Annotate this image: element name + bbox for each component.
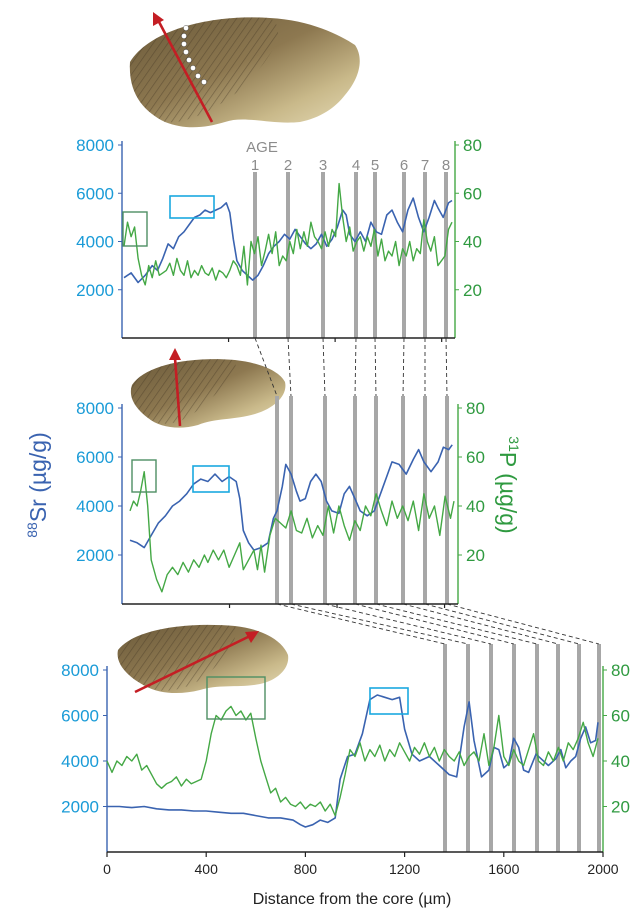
p-series-line [129, 471, 455, 593]
age-connector [375, 603, 538, 645]
p-element: P (µg/g) [495, 452, 521, 534]
age-number-1: 1 [251, 157, 259, 174]
sr-tick-label: 6000 [76, 448, 114, 467]
age-connector [374, 337, 377, 397]
x-tick-label: 0 [103, 861, 111, 877]
sr-plateau-box [192, 465, 230, 493]
p-tick-label: 60 [466, 448, 485, 467]
sr-tick-label: 4000 [76, 497, 114, 516]
p-axis-label: 31P (µg/g) [495, 436, 522, 533]
chart-panels: 8000600040002000806040208000600040002000… [61, 136, 630, 877]
shell-photo-top [129, 12, 360, 128]
age-connector [276, 603, 446, 645]
age-number-7: 7 [421, 157, 429, 174]
age-connector [324, 603, 492, 645]
sr-plateau-box [169, 195, 215, 219]
age-number-8: 8 [442, 157, 450, 174]
sr-tick-label: 8000 [61, 661, 99, 680]
p-tick-label: 20 [463, 281, 482, 300]
p-tick-label: 40 [463, 233, 482, 252]
x-tick-label: 2000 [587, 861, 618, 877]
sampling-dots [181, 25, 207, 85]
age-number-4: 4 [352, 157, 360, 174]
age-connector [287, 337, 292, 397]
age-connector [446, 603, 600, 645]
p-tick-label: 20 [611, 798, 630, 817]
sr-tick-label: 8000 [76, 399, 114, 418]
age-number-6: 6 [400, 157, 408, 174]
p-tick-label: 20 [466, 546, 485, 565]
age-connector [322, 337, 326, 397]
age-connector [424, 603, 580, 645]
sr-element: Sr (µg/g) [25, 432, 51, 522]
x-tick-label: 800 [294, 861, 318, 877]
p-tick-label: 80 [463, 136, 482, 155]
p-tick-label: 40 [466, 497, 485, 516]
p-isotope: 31 [506, 436, 522, 452]
age-number-3: 3 [319, 157, 327, 174]
shell-photo-middle [130, 348, 286, 428]
transect-arrow-icon [134, 634, 251, 694]
p-tick-label: 60 [463, 184, 482, 203]
panel-bottom: 8000 6000 4000 2000 80 60 40 20 0 400 800 1200 1600 2… [61, 644, 630, 877]
age-number-2: 2 [284, 157, 292, 174]
sr-tick-label: 8000 [76, 136, 114, 155]
shell-photo-bottom [117, 624, 289, 694]
sr-tick-label: 4000 [76, 233, 114, 252]
p-peak-box [206, 676, 266, 720]
p-tick-label: 60 [611, 707, 630, 726]
sr-isotope: 88 [24, 522, 40, 538]
age-connector [402, 603, 559, 645]
age-connector [402, 337, 405, 397]
sr-tick-label: 2000 [61, 798, 99, 817]
sr-series-line [123, 197, 453, 284]
sr-tick-label: 4000 [61, 752, 99, 771]
age-connector [254, 337, 278, 397]
p-peak-box [131, 459, 157, 493]
age-connector [354, 603, 515, 645]
x-tick-label: 1600 [488, 861, 519, 877]
sr-tick-label: 2000 [76, 281, 114, 300]
age-heading: AGE [246, 139, 278, 156]
transect-arrow-icon [173, 357, 182, 427]
p-tick-label: 40 [611, 752, 630, 771]
panel-top: 8000 6000 4000 2000 80 60 40 20 [76, 136, 482, 342]
sr-tick-label: 6000 [76, 184, 114, 203]
age-connector [445, 337, 448, 397]
p-peak-box [122, 211, 148, 247]
age-connector [354, 337, 357, 397]
sr-axis-label: 88Sr (µg/g) [24, 432, 51, 538]
sr-plateau-box [369, 687, 409, 715]
sr-tick-label: 2000 [76, 546, 114, 565]
transect-arrow-icon [156, 19, 214, 123]
p-series-line [106, 705, 599, 817]
sr-tick-label: 6000 [61, 707, 99, 726]
age-number-5: 5 [371, 157, 379, 174]
p-tick-label: 80 [466, 399, 485, 418]
p-series-line [123, 182, 453, 286]
panel-middle: 8000 6000 4000 2000 80 60 40 20 [76, 396, 485, 608]
age-connector [290, 603, 469, 645]
x-tick-label: 400 [195, 861, 219, 877]
x-axis-label: Distance from the core (µm) [253, 891, 452, 908]
x-tick-label: 1200 [389, 861, 420, 877]
p-tick-label: 80 [611, 661, 630, 680]
